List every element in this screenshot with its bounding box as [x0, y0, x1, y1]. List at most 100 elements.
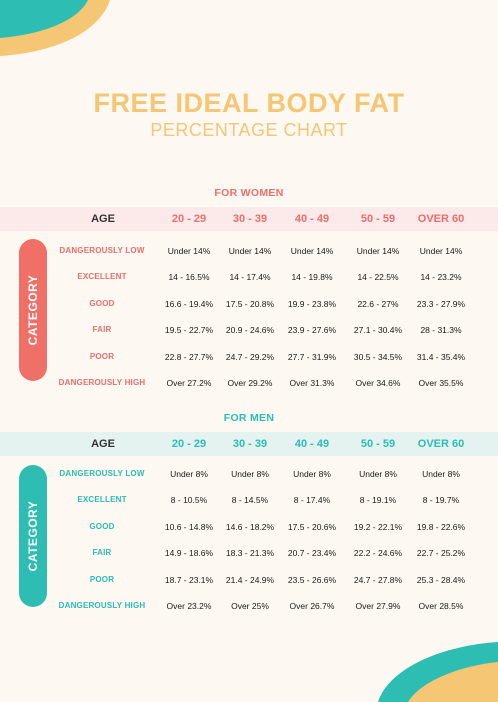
table-cell: 18.7 - 23.1%	[164, 574, 214, 585]
row-label: EXCELLENT	[77, 272, 127, 282]
table-cell: 19.2 - 22.1%	[353, 521, 403, 532]
header-age: AGE	[91, 213, 115, 225]
table-cell: 19.8 - 22.6%	[416, 521, 466, 532]
men-category-pill: CATEGORY	[19, 465, 47, 607]
header-col-4: 50 - 59	[360, 438, 396, 450]
table-cell: Over 25%	[231, 601, 269, 611]
table-cell: 23.5 - 26.6%	[287, 574, 337, 585]
table-cell: 27.1 - 30.4%	[353, 325, 403, 336]
table-cell: Under 8%	[293, 469, 331, 479]
table-cell: Over 26.7%	[289, 601, 335, 611]
table-cell: 28 - 31.3%	[420, 325, 462, 336]
table-cell: 31.4 - 35.4%	[416, 351, 466, 362]
header-col-4: 50 - 59	[360, 213, 396, 225]
table-cell: 8 - 19.7%	[422, 495, 460, 506]
table-cell: 22.7 - 25.2%	[416, 548, 466, 559]
table-row: FAIR 14.9 - 18.6% 18.3 - 21.3% 20.7 - 23.4%…	[0, 545, 498, 561]
table-cell: 16.6 - 19.4%	[164, 298, 214, 309]
table-row: POOR 22.8 - 27.7% 24.7 - 29.2% 27.7 - 31.9%…	[0, 349, 498, 365]
table-cell: 17.5 - 20.8%	[225, 298, 275, 309]
header-col-2: 30 - 39	[232, 438, 268, 450]
table-cell: Over 34.6%	[355, 378, 401, 388]
table-cell: 21.4 - 24.9%	[225, 574, 275, 585]
table-cell: 14 - 19.8%	[291, 272, 333, 283]
table-cell: Over 27.9%	[355, 601, 401, 611]
header-col-2: 30 - 39	[232, 213, 268, 225]
table-row: GOOD 16.6 - 19.4% 17.5 - 20.8% 19.9 - 23.8%…	[0, 296, 498, 312]
men-header-row: AGE 20 - 29 30 - 39 40 - 49 50 - 59 OVER…	[0, 432, 498, 456]
bottom-right-decoration	[378, 642, 498, 702]
table-cell: Under 14%	[228, 246, 272, 256]
women-header-row: AGE 20 - 29 30 - 39 40 - 49 50 - 59 OVER…	[0, 207, 498, 231]
row-label: EXCELLENT	[77, 495, 127, 505]
header-col-1: 20 - 29	[171, 213, 207, 225]
table-cell: 20.7 - 23.4%	[287, 548, 337, 559]
table-cell: Under 8%	[359, 469, 397, 479]
table-cell: 24.7 - 29.2%	[225, 351, 275, 362]
header-col-1: 20 - 29	[171, 438, 207, 450]
table-cell: 8 - 19.1%	[359, 495, 397, 506]
table-cell: 23.3 - 27.9%	[416, 298, 466, 309]
row-label: DANGEROUSLY HIGH	[58, 601, 146, 610]
table-cell: 18.3 - 21.3%	[225, 548, 275, 559]
table-cell: Over 35.5%	[418, 378, 464, 388]
table-cell: 20.9 - 24.6%	[225, 325, 275, 336]
table-cell: 10.6 - 14.8%	[164, 521, 214, 532]
table-cell: Over 29.2%	[227, 378, 273, 388]
row-label: GOOD	[89, 298, 115, 308]
row-label: DANGEROUSLY LOW	[59, 246, 145, 255]
table-cell: 14 - 23.2%	[420, 272, 462, 283]
page-subtitle: PERCENTAGE CHART	[150, 120, 348, 140]
table-cell: Under 8%	[170, 469, 208, 479]
top-left-decoration	[0, 0, 110, 60]
header-age: AGE	[91, 438, 115, 450]
table-cell: 19.9 - 23.8%	[287, 298, 337, 309]
table-cell: 8 - 14.5%	[231, 495, 269, 506]
row-label: GOOD	[89, 521, 115, 531]
header-col-5: OVER 60	[417, 213, 465, 225]
table-cell: Over 23.2%	[166, 601, 212, 611]
table-cell: 30.5 - 34.5%	[353, 351, 403, 362]
table-cell: Over 28.5%	[418, 601, 464, 611]
row-label: DANGEROUSLY HIGH	[58, 378, 146, 387]
table-cell: 22.6 - 27%	[357, 298, 399, 309]
table-cell: 14 - 16.5%	[168, 272, 210, 283]
table-row: POOR 18.7 - 23.1% 21.4 - 24.9% 23.5 - 26.6%…	[0, 572, 498, 588]
table-cell: 14.6 - 18.2%	[225, 521, 275, 532]
table-cell: 22.8 - 27.7%	[164, 351, 214, 362]
row-label: POOR	[89, 574, 115, 584]
table-cell: 27.7 - 31.9%	[287, 351, 337, 362]
table-cell: Under 14%	[419, 246, 463, 256]
header-col-5: OVER 60	[417, 438, 465, 450]
table-row: FAIR 19.5 - 22.7% 20.9 - 24.6% 23.9 - 27.6%…	[0, 322, 498, 338]
table-cell: 22.2 - 24.6%	[353, 548, 403, 559]
table-cell: Under 14%	[290, 246, 334, 256]
row-label: FAIR	[92, 548, 112, 558]
row-label: DANGEROUSLY LOW	[59, 469, 145, 478]
table-row: GOOD 10.6 - 14.8% 14.6 - 18.2% 17.5 - 20.6%…	[0, 519, 498, 535]
table-cell: Under 14%	[167, 246, 211, 256]
table-cell: 24.7 - 27.8%	[353, 574, 403, 585]
header-col-3: 40 - 49	[294, 213, 330, 225]
table-cell: 8 - 10.5%	[170, 495, 208, 506]
women-category-pill: CATEGORY	[19, 239, 47, 381]
table-cell: 8 - 17.4%	[293, 495, 331, 506]
table-cell: 14 - 22.5%	[357, 272, 399, 283]
header-col-3: 40 - 49	[294, 438, 330, 450]
table-cell: Under 8%	[422, 469, 460, 479]
row-label: FAIR	[92, 325, 112, 335]
table-cell: 19.5 - 22.7%	[164, 325, 214, 336]
table-cell: Under 8%	[231, 469, 269, 479]
table-row: EXCELLENT 8 - 10.5% 8 - 14.5% 8 - 17.4% 8 - …	[0, 492, 498, 508]
table-cell: Over 27.2%	[166, 378, 212, 388]
table-row: DANGEROUSLY HIGH Over 23.2% Over 25% Over 2…	[0, 598, 498, 614]
table-cell: Under 14%	[356, 246, 400, 256]
table-row: DANGEROUSLY LOW Under 8% Under 8% Under 8% U…	[0, 466, 498, 482]
women-section-title: FOR WOMEN	[214, 187, 284, 199]
table-cell: 25.3 - 28.4%	[416, 574, 466, 585]
table-cell: Over 31.3%	[289, 378, 335, 388]
table-row: DANGEROUSLY HIGH Over 27.2% Over 29.2% Over…	[0, 375, 498, 391]
table-cell: 14 - 17.4%	[229, 272, 271, 283]
row-label: POOR	[89, 351, 115, 361]
men-section-title: FOR MEN	[223, 412, 275, 424]
